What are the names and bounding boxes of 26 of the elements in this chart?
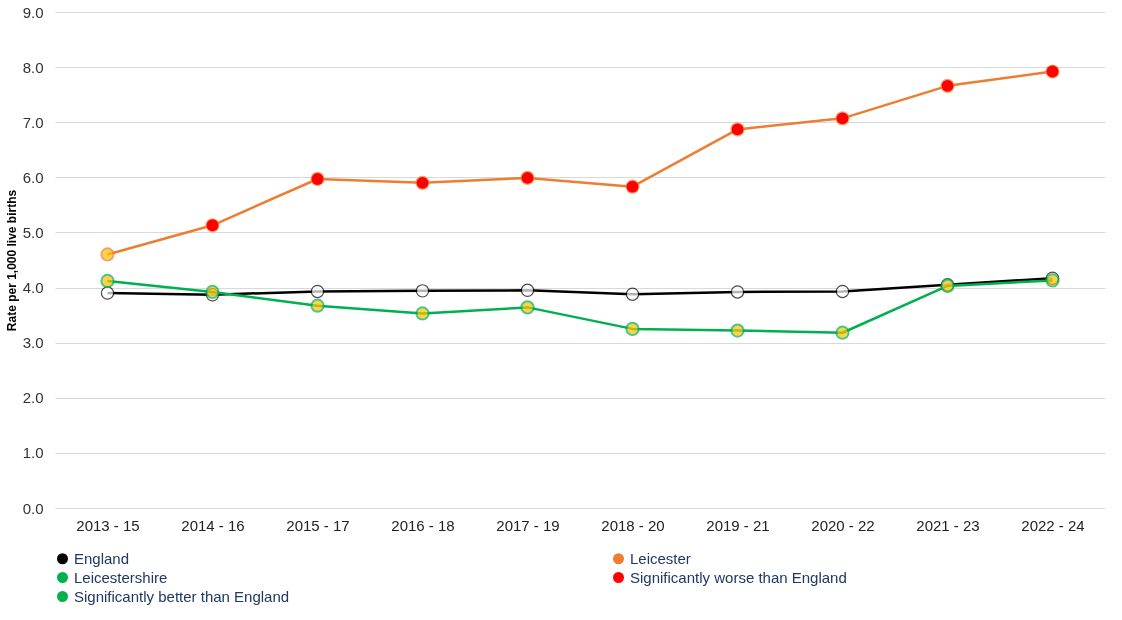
y-tick-label: 8.0 [22,58,44,76]
x-tick-label: 2021 - 23 [916,516,980,534]
legend-label: Significantly better than England [74,587,290,605]
x-tick-label: 2013 - 15 [76,516,140,534]
y-tick-label: 6.0 [22,168,44,186]
legend-label: Leicester [630,549,691,567]
legend-label: Significantly worse than England [630,568,847,586]
x-tick-label: 2022 - 24 [1021,516,1085,534]
x-tick-label: 2017 - 19 [496,516,560,534]
x-tick-label: 2014 - 16 [181,516,245,534]
y-tick-label: 9.0 [22,3,44,21]
y-tick-label: 3.0 [22,334,44,352]
y-tick-label: 1.0 [22,444,44,462]
x-tick-label: 2020 - 22 [811,516,875,534]
legend-label: Leicestershire [74,568,168,586]
y-tick-label: 2.0 [22,389,44,407]
y-tick-label: 0.0 [22,499,44,517]
legend-label: England [74,549,130,567]
x-tick-label: 2019 - 21 [706,516,770,534]
x-tick-label: 2016 - 18 [391,516,455,534]
y-tick-label: 5.0 [22,223,44,241]
y-tick-label: 7.0 [22,113,44,131]
x-tick-label: 2015 - 17 [286,516,350,534]
y-axis-title: Rate per 1,000 live births [4,189,19,332]
x-tick-label: 2018 - 20 [601,516,665,534]
y-tick-label: 4.0 [22,279,44,297]
